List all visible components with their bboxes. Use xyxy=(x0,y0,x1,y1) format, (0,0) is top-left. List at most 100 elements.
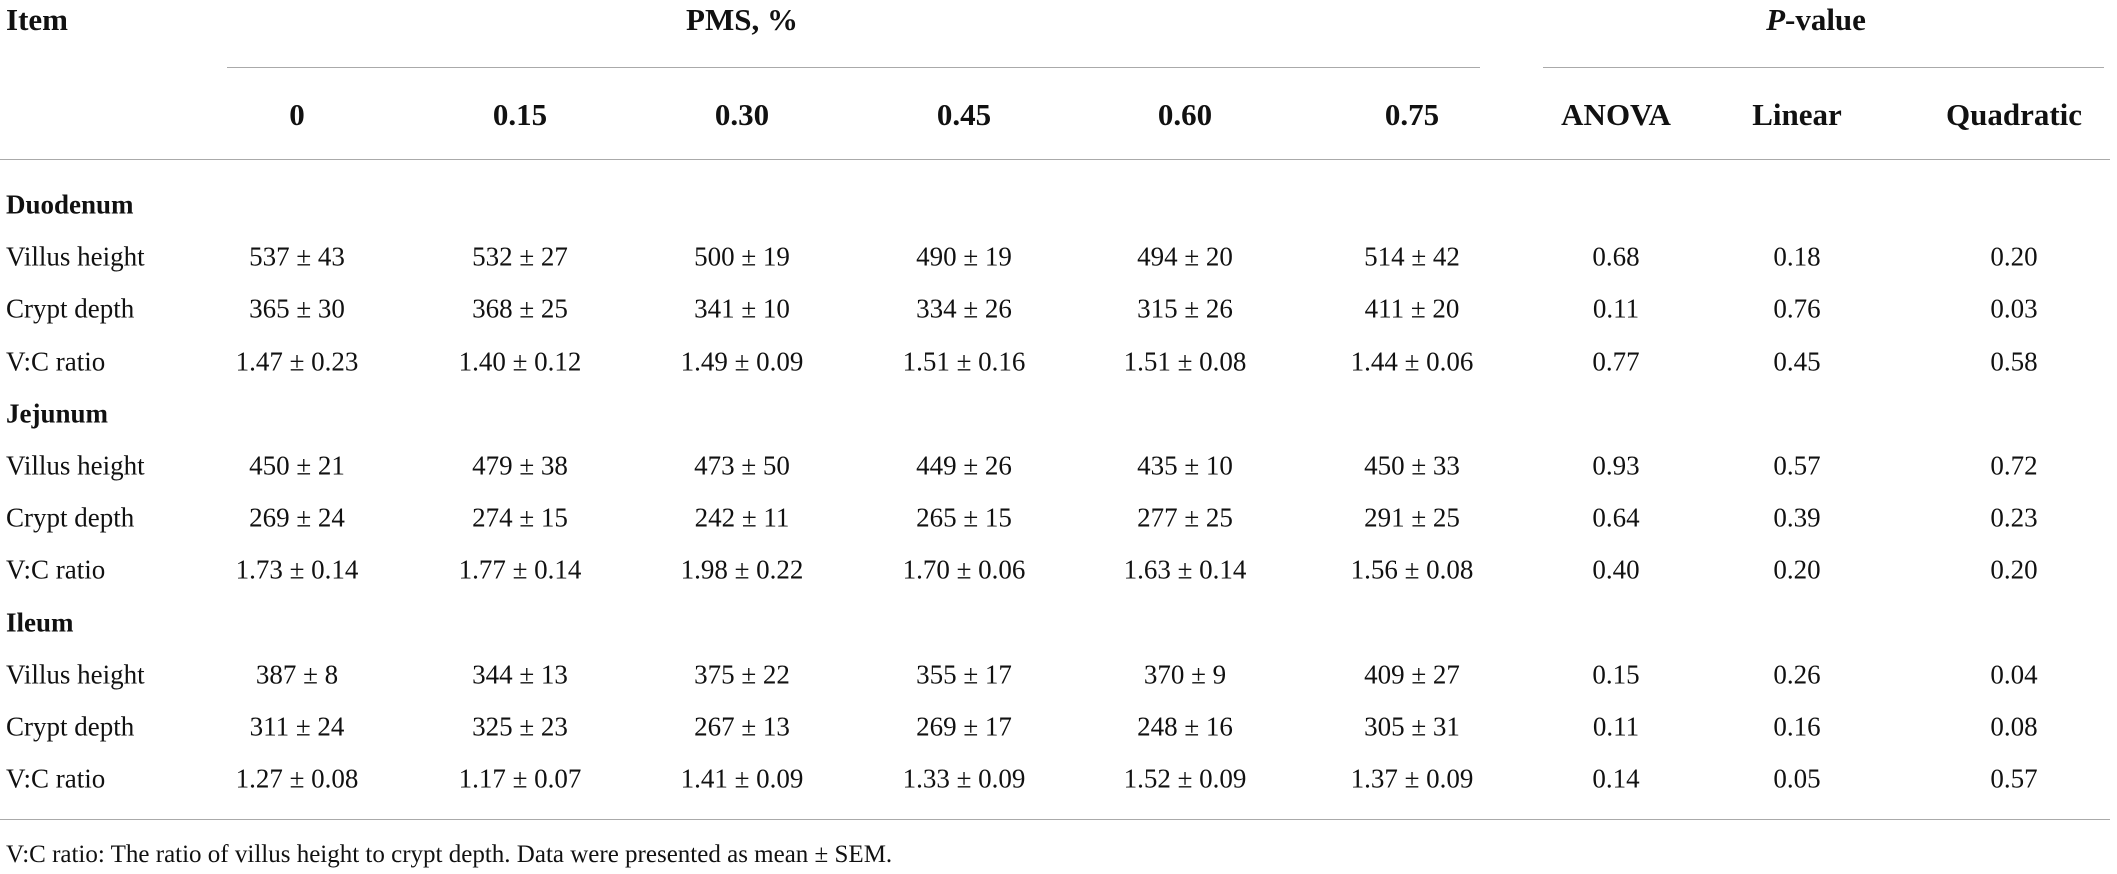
cell: 267 ± 13 xyxy=(694,711,790,742)
column-header: 0.45 xyxy=(936,97,992,132)
cell: 0.76 xyxy=(1773,293,1821,324)
rule xyxy=(0,819,2110,820)
cell: 0.16 xyxy=(1773,711,1821,742)
cell: 500 ± 19 xyxy=(694,241,790,272)
cell: 365 ± 30 xyxy=(249,293,345,324)
row-label: Villus height xyxy=(6,450,145,481)
cell: 0.93 xyxy=(1592,450,1640,481)
cell: 1.77 ± 0.14 xyxy=(458,554,582,585)
rule xyxy=(1543,67,2104,68)
column-header: 0.30 xyxy=(714,97,770,132)
cell: 1.70 ± 0.06 xyxy=(902,554,1026,585)
cell: 435 ± 10 xyxy=(1137,450,1233,481)
cell: 0.11 xyxy=(1592,711,1640,742)
column-header: 0 xyxy=(289,97,305,132)
cell: 479 ± 38 xyxy=(472,450,568,481)
column-header: ANOVA xyxy=(1561,97,1671,132)
cell: 0.03 xyxy=(1990,293,2038,324)
cell: 334 ± 26 xyxy=(916,293,1012,324)
cell: 0.26 xyxy=(1773,659,1821,690)
section-label: Jejunum xyxy=(6,398,109,429)
cell: 315 ± 26 xyxy=(1137,293,1233,324)
cell: 449 ± 26 xyxy=(916,450,1012,481)
cell: 341 ± 10 xyxy=(694,293,790,324)
cell: 1.51 ± 0.16 xyxy=(902,346,1026,377)
cell: 242 ± 11 xyxy=(694,502,790,533)
cell: 0.64 xyxy=(1592,502,1640,533)
row-label: Crypt depth xyxy=(6,502,135,533)
pvalue-rest: -value xyxy=(1785,2,1866,37)
cell: 0.45 xyxy=(1773,346,1821,377)
cell: 269 ± 24 xyxy=(249,502,345,533)
column-header: 0.60 xyxy=(1157,97,1213,132)
cell: 0.14 xyxy=(1592,763,1640,794)
cell: 355 ± 17 xyxy=(916,659,1012,690)
pvalue-italic: P xyxy=(1766,2,1785,37)
cell: 532 ± 27 xyxy=(472,241,568,272)
cell: 0.11 xyxy=(1592,293,1640,324)
pms-header: PMS, % xyxy=(686,2,798,37)
cell: 1.27 ± 0.08 xyxy=(235,763,359,794)
cell: 514 ± 42 xyxy=(1364,241,1460,272)
cell: 0.05 xyxy=(1773,763,1821,794)
cell: 0.57 xyxy=(1773,450,1821,481)
cell: 1.73 ± 0.14 xyxy=(235,554,359,585)
cell: 311 ± 24 xyxy=(249,711,345,742)
cell: 0.20 xyxy=(1990,241,2038,272)
rule xyxy=(0,159,2110,160)
cell: 1.52 ± 0.09 xyxy=(1123,763,1247,794)
cell: 1.49 ± 0.09 xyxy=(680,346,804,377)
cell: 0.18 xyxy=(1773,241,1821,272)
cell: 537 ± 43 xyxy=(249,241,345,272)
cell: 0.77 xyxy=(1592,346,1640,377)
cell: 0.68 xyxy=(1592,241,1640,272)
cell: 1.33 ± 0.09 xyxy=(902,763,1026,794)
cell: 1.37 ± 0.09 xyxy=(1350,763,1474,794)
cell: 0.04 xyxy=(1990,659,2038,690)
row-label: V:C ratio xyxy=(6,763,106,794)
cell: 0.39 xyxy=(1773,502,1821,533)
cell: 0.58 xyxy=(1990,346,2038,377)
row-label: V:C ratio xyxy=(6,346,106,377)
cell: 450 ± 21 xyxy=(249,450,345,481)
cell: 1.98 ± 0.22 xyxy=(680,554,804,585)
cell: 0.15 xyxy=(1592,659,1640,690)
cell: 1.51 ± 0.08 xyxy=(1123,346,1247,377)
cell: 409 ± 27 xyxy=(1364,659,1460,690)
column-header: Quadratic xyxy=(1945,97,2083,132)
cell: 277 ± 25 xyxy=(1137,502,1233,533)
cell: 450 ± 33 xyxy=(1364,450,1460,481)
cell: 1.40 ± 0.12 xyxy=(458,346,582,377)
cell: 1.63 ± 0.14 xyxy=(1123,554,1247,585)
pvalue-header: P-value xyxy=(1766,2,1866,38)
cell: 0.08 xyxy=(1990,711,2038,742)
cell: 265 ± 15 xyxy=(916,502,1012,533)
cell: 473 ± 50 xyxy=(694,450,790,481)
cell: 0.20 xyxy=(1990,554,2038,585)
cell: 325 ± 23 xyxy=(472,711,568,742)
cell: 490 ± 19 xyxy=(916,241,1012,272)
cell: 368 ± 25 xyxy=(472,293,568,324)
row-label: V:C ratio xyxy=(6,554,106,585)
cell: 0.20 xyxy=(1773,554,1821,585)
cell: 411 ± 20 xyxy=(1364,293,1460,324)
cell: 1.56 ± 0.08 xyxy=(1350,554,1474,585)
cell: 375 ± 22 xyxy=(694,659,790,690)
cell: 305 ± 31 xyxy=(1364,711,1460,742)
cell: 387 ± 8 xyxy=(255,659,339,690)
cell: 344 ± 13 xyxy=(472,659,568,690)
cell: 1.41 ± 0.09 xyxy=(680,763,804,794)
column-header: 0.15 xyxy=(492,97,548,132)
section-label: Duodenum xyxy=(6,189,134,220)
section-label: Ileum xyxy=(6,607,74,638)
cell: 494 ± 20 xyxy=(1137,241,1233,272)
cell: 274 ± 15 xyxy=(472,502,568,533)
cell: 1.47 ± 0.23 xyxy=(235,346,359,377)
cell: 1.44 ± 0.06 xyxy=(1350,346,1474,377)
footnote: V:C ratio: The ratio of villus height to… xyxy=(6,841,893,868)
row-label: Villus height xyxy=(6,659,145,690)
rule xyxy=(227,67,1480,68)
column-header: Linear xyxy=(1752,97,1842,132)
row-label: Crypt depth xyxy=(6,293,135,324)
